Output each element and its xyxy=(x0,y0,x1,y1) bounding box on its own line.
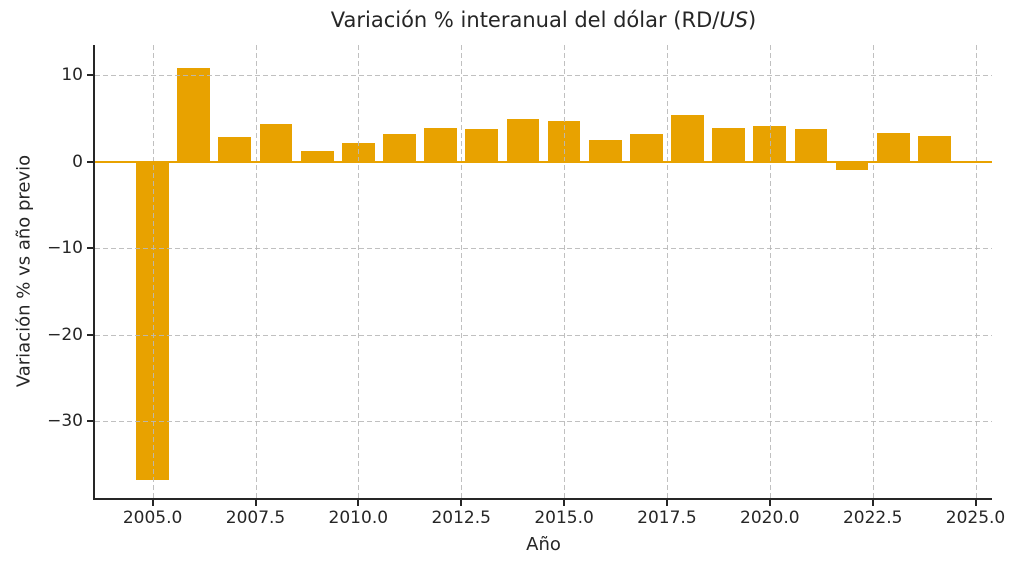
bar-2014 xyxy=(506,119,540,162)
chart-title-italic: US xyxy=(719,8,749,32)
x-gridline-2005 xyxy=(152,45,154,498)
y-tick--20 xyxy=(87,333,93,336)
bar-2009 xyxy=(300,150,334,162)
x-gridline-2007.5 xyxy=(255,45,257,498)
y-gridline--30 xyxy=(95,421,992,423)
x-tick-2010 xyxy=(357,500,360,506)
x-tick-label-2017.5: 2017.5 xyxy=(637,508,697,528)
x-tick-label-2010: 2010.0 xyxy=(328,508,389,528)
x-gridline-2022.5 xyxy=(872,45,874,498)
zero-line xyxy=(95,160,992,163)
bar-2019 xyxy=(712,128,746,162)
x-tick-2012.5 xyxy=(460,500,463,506)
x-gridline-2012.5 xyxy=(461,45,463,498)
bar-2016 xyxy=(588,140,622,162)
bar-2011 xyxy=(383,134,416,162)
bar-2021 xyxy=(794,128,828,162)
bar-2015 xyxy=(547,121,581,162)
x-tick-label-2012.5: 2012.5 xyxy=(431,508,491,528)
x-tick-label-2005: 2005.0 xyxy=(122,508,183,528)
x-tick-2022.5 xyxy=(871,500,874,506)
x-tick-label-2007.5: 2007.5 xyxy=(225,508,286,528)
bar-2008 xyxy=(259,123,293,162)
x-gridline-2015 xyxy=(564,45,566,498)
y-gridline--20 xyxy=(95,334,992,336)
bar-2007 xyxy=(218,136,252,162)
x-tick-2020 xyxy=(768,500,771,506)
y-gridline--10 xyxy=(95,248,992,250)
x-tick-2017.5 xyxy=(665,500,668,506)
y-tick--30 xyxy=(87,420,93,423)
x-tick-2015 xyxy=(563,500,566,506)
x-tick-2007.5 xyxy=(254,500,257,506)
y-tick-label--20: −20 xyxy=(47,324,83,345)
bar-2012 xyxy=(424,128,458,162)
x-gridline-2020 xyxy=(769,45,771,498)
x-gridline-2010 xyxy=(358,45,360,498)
chart-title-close: ) xyxy=(748,8,757,32)
x-tick-label-2015: 2015.0 xyxy=(534,508,594,528)
x-tick-label-2020: 2020.0 xyxy=(740,508,800,528)
y-tick-label-0: 0 xyxy=(72,151,83,172)
x-axis-label: Año xyxy=(526,534,561,555)
bar-2023 xyxy=(876,133,910,162)
x-tick-2005 xyxy=(151,500,154,506)
y-axis-spine xyxy=(93,45,95,500)
bar-2005 xyxy=(136,161,169,480)
y-tick-10 xyxy=(87,74,93,77)
x-tick-label-2025: 2025.0 xyxy=(945,508,1006,528)
x-gridline-2017.5 xyxy=(666,45,668,498)
x-tick-2025 xyxy=(974,500,977,506)
y-gridline-10 xyxy=(95,75,992,77)
x-tick-label-2022.5: 2022.5 xyxy=(842,508,903,528)
y-tick-0 xyxy=(87,160,93,163)
chart-title: Variación % interanual del dólar (RD/US) xyxy=(95,8,992,32)
x-gridline-2025 xyxy=(975,45,977,498)
y-tick-label--10: −10 xyxy=(47,238,83,259)
y-tick-label--30: −30 xyxy=(47,411,83,432)
bar-2020 xyxy=(753,126,787,162)
bar-2018 xyxy=(671,115,704,162)
x-axis-spine xyxy=(93,498,992,500)
bar-2013 xyxy=(465,128,499,162)
chart-title-text: Variación % interanual del dólar (RD/ xyxy=(330,8,720,32)
bar-2022 xyxy=(835,161,869,171)
y-tick--10 xyxy=(87,247,93,250)
y-tick-label-10: 10 xyxy=(61,65,83,86)
bar-2006 xyxy=(177,68,211,162)
bar-2024 xyxy=(917,135,951,162)
bar-2017 xyxy=(629,134,663,162)
